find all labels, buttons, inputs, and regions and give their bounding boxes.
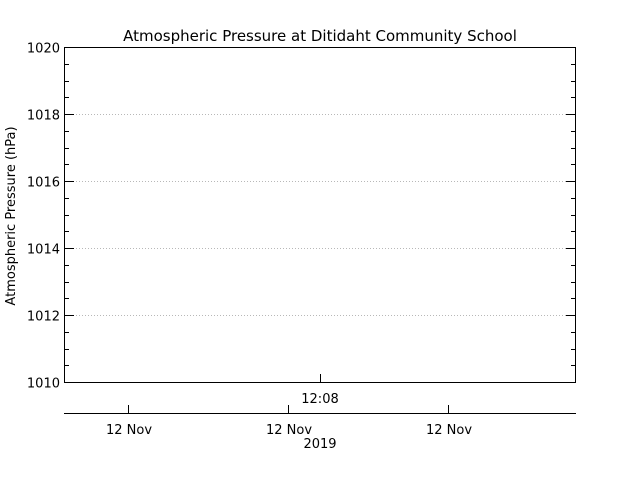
y-axis-ticks — [64, 47, 576, 383]
y-tick-label: 1014 — [27, 243, 60, 258]
y-axis-tick-labels: 1010 1012 1014 1016 1018 1020 — [27, 42, 60, 392]
x-date-label: 12 Nov — [106, 423, 152, 438]
y-tick-label: 1012 — [27, 310, 60, 325]
y-axis-label: Atmospheric Pressure (hPa) — [4, 126, 19, 305]
x-date-labels: 12 Nov 12 Nov 12 Nov — [106, 423, 472, 438]
y-tick-label: 1020 — [27, 42, 60, 57]
x-date-ticks — [128, 405, 449, 413]
y-tick-label: 1018 — [27, 109, 60, 124]
x-date-label: 12 Nov — [426, 423, 472, 438]
grid-lines — [64, 114, 576, 316]
y-tick-label: 1010 — [27, 377, 60, 392]
x-time-label: 12:08 — [301, 392, 338, 407]
x-year-label: 2019 — [303, 437, 336, 452]
plot-frame — [64, 47, 576, 383]
x-date-label: 12 Nov — [266, 423, 312, 438]
y-tick-label: 1016 — [27, 176, 60, 191]
chart-title: Atmospheric Pressure at Ditidaht Communi… — [123, 27, 517, 45]
